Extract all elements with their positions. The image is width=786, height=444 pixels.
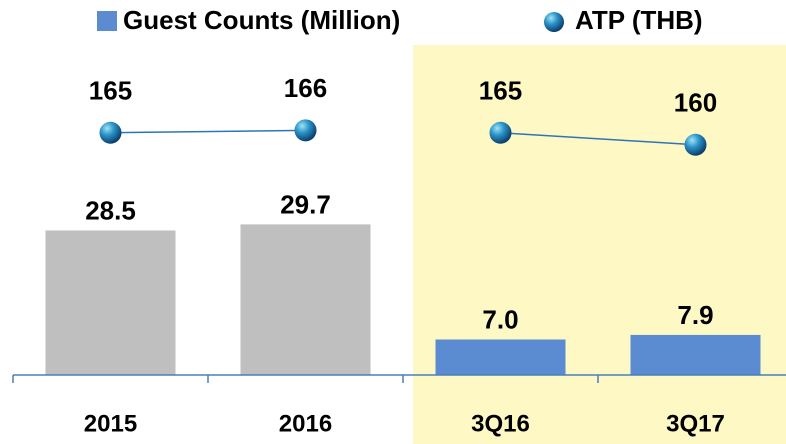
line-marker	[99, 121, 122, 144]
line-segment	[500, 131, 696, 146]
x-tick-label: 3Q17	[666, 410, 725, 437]
bar	[435, 339, 566, 375]
line-marker	[489, 121, 512, 144]
bar-label: 7.0	[482, 304, 518, 334]
legend-marker	[544, 12, 564, 32]
x-tick-label: 3Q16	[471, 410, 530, 437]
line-marker	[294, 119, 317, 142]
legend-label: Guest Counts (Million)	[123, 5, 400, 35]
bar	[630, 334, 761, 375]
line-marker	[684, 133, 707, 156]
legend-swatch	[97, 11, 117, 31]
x-tick-label: 2016	[279, 410, 332, 437]
line-segment	[110, 129, 306, 134]
bar	[240, 224, 371, 375]
line-label: 165	[89, 76, 132, 106]
bar-label: 29.7	[280, 189, 331, 219]
line-label: 166	[284, 73, 327, 103]
line-label: 160	[674, 88, 717, 118]
bar-label: 28.5	[85, 195, 136, 225]
x-tick-label: 2015	[84, 410, 137, 437]
line-label: 165	[479, 76, 522, 106]
legend-label: ATP (THB)	[575, 5, 703, 35]
bar-label: 7.9	[677, 300, 713, 330]
highlight-band	[413, 45, 786, 444]
bar	[45, 230, 176, 375]
